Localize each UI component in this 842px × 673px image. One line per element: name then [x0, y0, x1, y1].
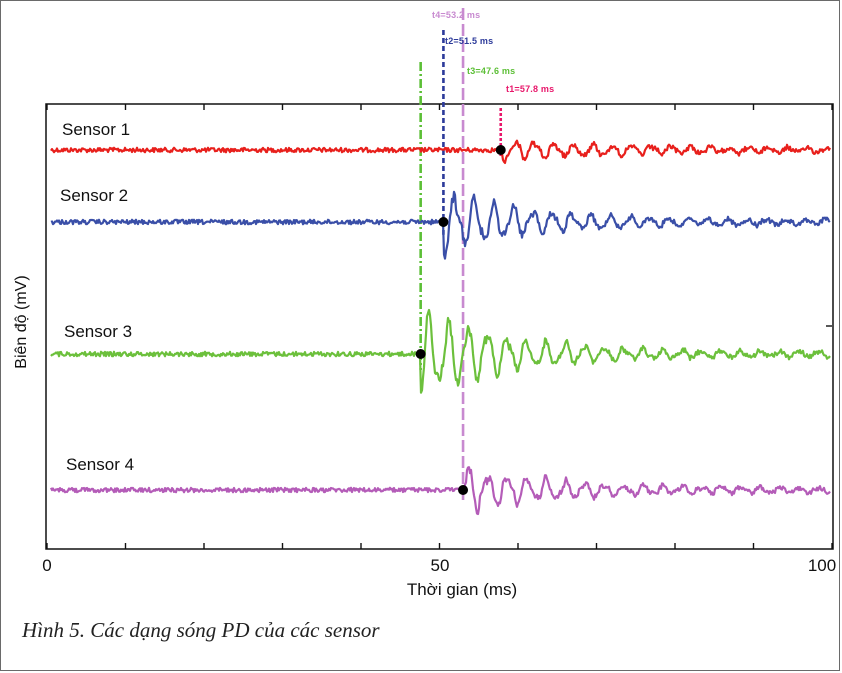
y-axis-label: Biên độ (mV) — [13, 275, 30, 369]
series-label-sensor-4: Sensor 4 — [66, 455, 135, 474]
series-label-sensor-3: Sensor 3 — [64, 322, 133, 341]
x-axis-label: Thời gian (ms) — [406, 580, 518, 599]
waveform-sensor-4 — [49, 466, 831, 516]
waveform-sensor-3 — [50, 308, 831, 394]
figure-caption: Hình 5. Các dạng sóng PD của các sensor — [22, 618, 380, 642]
series-label-sensor-2: Sensor 2 — [60, 186, 129, 205]
plot-area — [45, 103, 834, 550]
x-tick-label-50: 50 — [430, 556, 450, 575]
arrival-point-sensor-1 — [495, 145, 506, 155]
x-tick-label-0: 0 — [42, 556, 52, 575]
annotation-sensor-1: t1=57.8 ms — [506, 84, 555, 94]
waveform-sensor-1 — [50, 139, 831, 164]
arrival-point-sensor-4 — [458, 485, 469, 495]
series-label-sensor-1: Sensor 1 — [62, 120, 131, 139]
arrival-point-sensor-3 — [415, 349, 426, 359]
annotation-sensor-2: t2=51.5 ms — [445, 36, 494, 46]
annotation-sensor-4: t4=53.2 ms — [432, 10, 481, 20]
arrival-point-sensor-2 — [438, 217, 449, 227]
annotation-sensor-3: t3=47.6 ms — [467, 66, 516, 76]
x-tick-label-100: 100 — [807, 556, 837, 575]
